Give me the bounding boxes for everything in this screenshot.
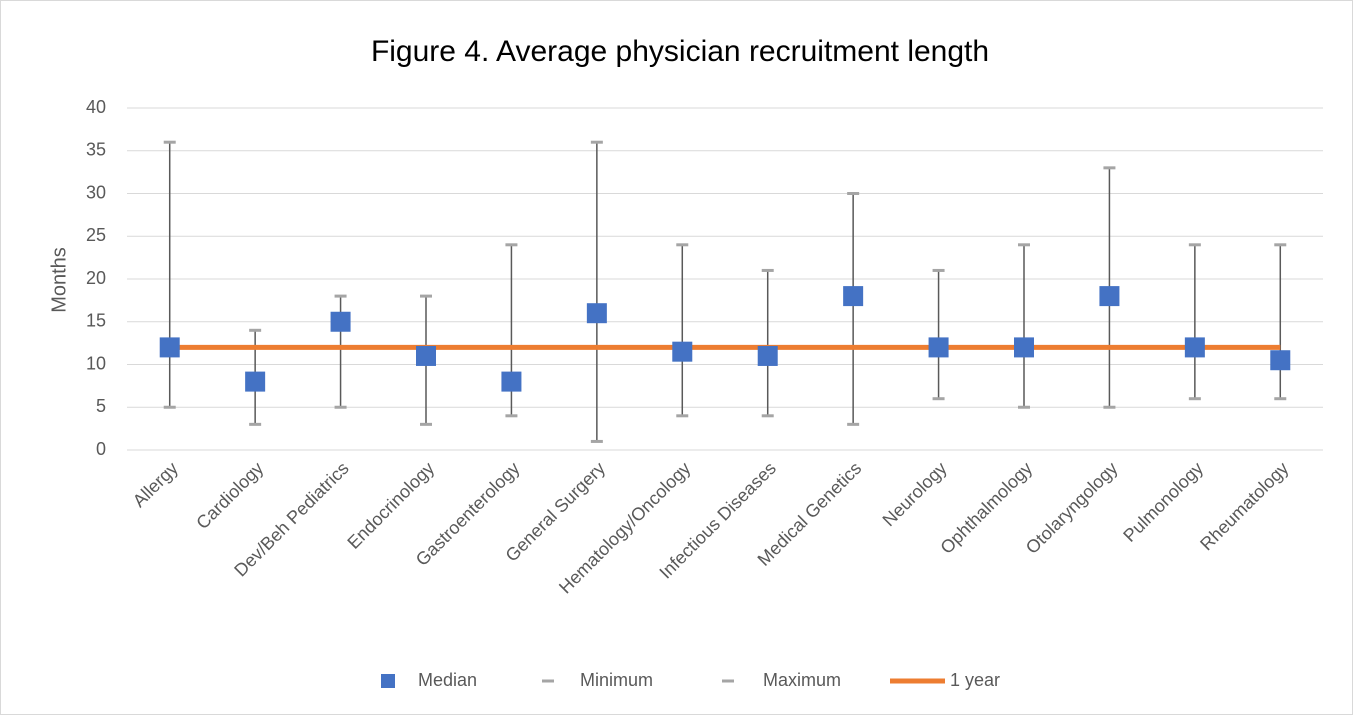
legend-swatch xyxy=(381,674,395,688)
median-marker xyxy=(330,311,351,332)
median-marker xyxy=(928,337,949,358)
median-marker xyxy=(1184,337,1205,358)
y-tick-label: 25 xyxy=(86,225,106,245)
median-marker xyxy=(501,371,522,392)
y-tick-label: 15 xyxy=(86,311,106,331)
chart-title: Figure 4. Average physician recruitment … xyxy=(371,35,989,68)
y-tick-label: 40 xyxy=(86,97,106,117)
legend-label: Median xyxy=(418,670,477,690)
median-marker xyxy=(245,371,266,392)
median-marker xyxy=(159,337,180,358)
median-marker xyxy=(586,303,607,324)
legend-label: Maximum xyxy=(763,670,841,690)
y-tick-label: 10 xyxy=(86,353,106,373)
median-marker xyxy=(757,345,778,366)
y-tick-label: 5 xyxy=(96,396,106,416)
median-marker xyxy=(1099,286,1120,307)
median-marker xyxy=(1270,350,1291,371)
legend-label: Minimum xyxy=(580,670,653,690)
median-marker xyxy=(1014,337,1034,358)
y-tick-label: 20 xyxy=(86,268,106,288)
y-tick-label: 35 xyxy=(86,140,106,160)
y-axis-label: Months xyxy=(48,247,70,313)
legend-label: 1 year xyxy=(950,670,1000,690)
y-tick-label: 30 xyxy=(86,182,106,202)
median-marker xyxy=(416,345,436,366)
y-tick-label: 0 xyxy=(96,439,106,459)
median-marker xyxy=(672,341,693,362)
median-marker xyxy=(843,286,864,307)
